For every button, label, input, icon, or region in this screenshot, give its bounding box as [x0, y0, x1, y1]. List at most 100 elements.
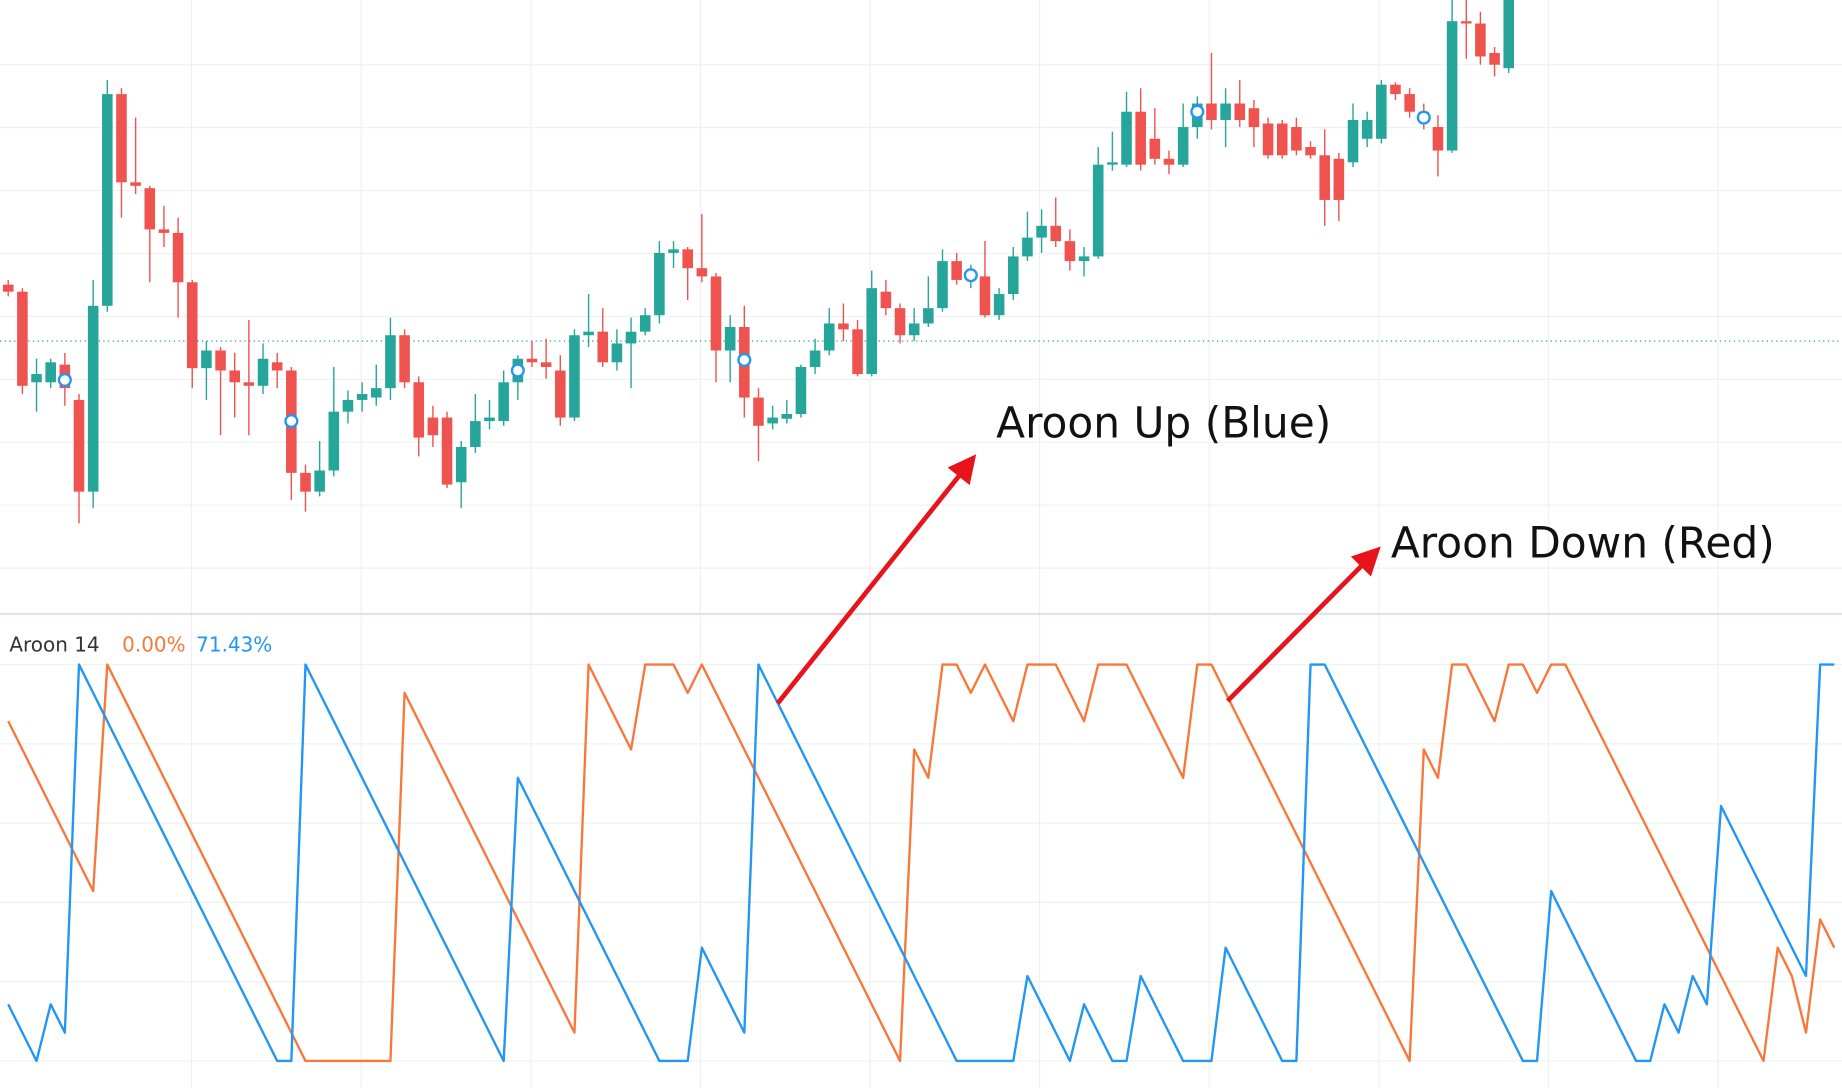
candle-body: [1404, 94, 1415, 112]
candle-body: [144, 188, 156, 230]
candle-body: [795, 366, 807, 415]
candle-body: [951, 261, 962, 280]
candle-body: [654, 252, 665, 316]
candle-body: [1050, 225, 1062, 242]
annotation: Aroon Down (Red): [1391, 519, 1775, 568]
candle-body: [625, 331, 637, 344]
candle-body: [45, 362, 56, 383]
signal-marker: [963, 268, 978, 283]
candle-body: [682, 249, 693, 269]
candle-body: [526, 358, 538, 363]
indicator-pane: [7, 663, 1836, 1063]
candle-body: [1220, 103, 1231, 120]
candle-body: [1446, 21, 1458, 151]
candle-body: [1177, 127, 1189, 165]
candle-body: [1291, 127, 1302, 151]
candle-body: [724, 326, 736, 351]
candle-body: [569, 335, 580, 418]
candle-body: [1234, 103, 1246, 120]
candle-body: [413, 382, 425, 438]
candle-body: [498, 382, 509, 422]
candle-body: [710, 276, 722, 351]
candle-body: [271, 362, 283, 371]
candle-body: [894, 308, 906, 336]
candle-body: [385, 335, 396, 389]
candle-body: [1503, 0, 1515, 69]
candle-body: [427, 417, 439, 436]
candle-body: [639, 315, 651, 332]
candle-body: [838, 323, 849, 330]
candle-body: [1390, 84, 1401, 95]
candle-body: [880, 291, 892, 309]
candle-body: [1276, 123, 1288, 156]
candle-body: [441, 417, 453, 485]
candle-body: [314, 470, 325, 492]
candle-body: [87, 305, 99, 492]
price-pane: [0, 0, 1842, 524]
candle-body: [540, 362, 552, 367]
candle-body: [1489, 52, 1500, 65]
candle-body: [399, 335, 410, 383]
candle-body: [102, 94, 113, 306]
candle-body: [583, 331, 594, 336]
candle-body: [455, 446, 467, 483]
candle-body: [470, 421, 481, 447]
signal-marker: [57, 372, 72, 387]
legend-value: 0.00%: [122, 633, 185, 657]
candle-body: [823, 323, 835, 351]
signal-marker: [284, 414, 299, 429]
candle-body: [781, 414, 793, 419]
candle-body: [73, 399, 85, 492]
annotation-arrow: [775, 454, 977, 705]
candle-body: [767, 417, 778, 424]
candle-body: [1036, 225, 1047, 238]
candle-body: [753, 397, 764, 426]
candle-body: [1319, 155, 1330, 200]
candle-body: [1248, 108, 1260, 128]
candle-body: [328, 411, 340, 471]
candle-body: [852, 329, 863, 375]
aroon-line: [7, 663, 1836, 1063]
legend-value: 71.43%: [196, 633, 272, 657]
indicator-legend: Aroon 14: [9, 633, 99, 657]
candle-body: [696, 268, 708, 277]
candle-body: [229, 370, 241, 383]
aroon-line: [7, 663, 1835, 1063]
candle-body: [979, 276, 991, 316]
candle-body: [130, 182, 141, 186]
candle-body: [1135, 111, 1146, 165]
candle-body: [668, 249, 679, 253]
annotation: Aroon Up (Blue): [996, 399, 1331, 448]
candle-body: [908, 323, 920, 336]
candle-body: [1361, 119, 1373, 139]
candle-body: [809, 350, 821, 367]
candle-body: [2, 284, 14, 292]
candle-body: [1092, 164, 1104, 257]
candle-body: [356, 394, 368, 400]
candle-body: [866, 288, 878, 375]
candle-body: [300, 472, 311, 492]
signal-marker: [1190, 104, 1205, 119]
candle-body: [1376, 84, 1387, 139]
candle-body: [1432, 127, 1444, 151]
candle-body: [1460, 21, 1472, 24]
candle-body: [484, 417, 495, 422]
candle-body: [993, 294, 1005, 316]
candle-body: [1107, 162, 1118, 165]
candle-body: [1022, 237, 1033, 257]
candle-body: [1333, 158, 1345, 200]
candle-body: [1347, 119, 1359, 163]
candle-body: [923, 308, 934, 324]
candle-body: [243, 382, 255, 386]
candle-body: [370, 388, 382, 398]
candle-body: [1064, 241, 1076, 262]
candle-body: [342, 399, 354, 412]
candle-body: [1475, 23, 1486, 57]
candle-body: [1206, 103, 1217, 120]
candle-body: [116, 94, 127, 183]
candle-body: [597, 331, 609, 363]
candle-body: [555, 370, 566, 418]
